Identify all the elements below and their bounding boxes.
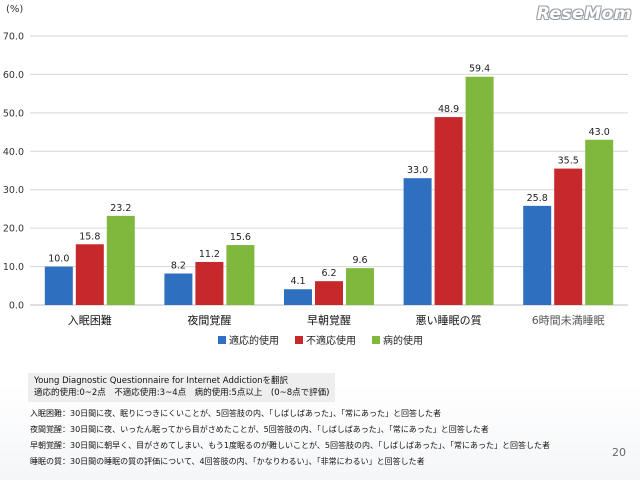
definition-night-waking: 夜間覚醒：30日間に夜、いったん眠ってから目がさめたことが、5回答肢の内、「しば… <box>30 425 489 434</box>
data-label: 25.8 <box>527 193 548 204</box>
bar-2 <box>75 244 104 305</box>
bar-1 <box>164 273 193 305</box>
data-label: 15.8 <box>79 231 100 242</box>
data-label: 9.6 <box>352 255 367 266</box>
bar-3 <box>346 268 374 305</box>
data-label: 23.2 <box>110 203 131 214</box>
data-label: 59.4 <box>469 64 490 75</box>
definition-early-waking: 早朝覚醒：30日間に朝早く、目がさめてしまい、もう1度眠るのが難しいことが、5回… <box>30 441 550 450</box>
category-label: 悪い睡眠の質 <box>416 313 482 327</box>
legend-label-1: 適応的使用 <box>229 334 279 347</box>
definition-sleep-onset: 入眠困難：30日間に夜、眠りにつきにくいことが、5回答肢の内、「しばしばあった」… <box>30 409 441 418</box>
legend-label-3: 病的使用 <box>383 334 423 347</box>
legend-swatch-1 <box>218 336 226 344</box>
data-label: 43.0 <box>589 127 610 138</box>
bar-1 <box>44 266 73 305</box>
data-label: 8.2 <box>171 260 186 271</box>
y-tick-label: 70.0 <box>3 32 24 43</box>
bar-3 <box>585 139 614 305</box>
y-tick-label: 60.0 <box>3 70 24 81</box>
data-label: 15.6 <box>230 232 251 243</box>
category-label: 入眠困難 <box>68 314 112 327</box>
data-label: 11.2 <box>199 249 220 260</box>
y-axis-unit-label: (%) <box>6 4 23 15</box>
data-label: 4.1 <box>290 276 305 287</box>
grouped-bar-chart: (%) 0.0 10.0 20.0 30.0 40.0 50.0 60.0 70.0 10.0 15… <box>3 4 628 347</box>
y-tick-label: 0.0 <box>9 301 24 312</box>
bar-2 <box>554 168 583 305</box>
bar-3 <box>226 245 255 305</box>
resemom-watermark: ReseMom <box>536 4 632 24</box>
bar-3 <box>106 215 135 305</box>
category-label: 早朝覚醒 <box>307 314 351 327</box>
bar-3 <box>465 76 494 305</box>
data-label: 6.2 <box>321 268 336 279</box>
category-label: 夜間覚醒 <box>187 313 231 327</box>
data-label: 33.0 <box>407 165 428 176</box>
data-label: 48.9 <box>438 104 459 115</box>
y-tick-label: 20.0 <box>3 224 24 235</box>
legend-swatch-3 <box>372 336 380 344</box>
definition-sleep-quality: 睡眠の質：30日間の睡眠の質の評価について、4回答肢の内、「かなりわるい」、「非… <box>30 457 425 466</box>
y-tick-label: 30.0 <box>3 185 24 196</box>
data-label: 35.5 <box>558 156 579 167</box>
y-tick-label: 40.0 <box>3 147 24 158</box>
questionnaire-note-box: Young Diagnostic Questionnaire for Inter… <box>28 373 336 402</box>
bar-1 <box>284 289 312 305</box>
bar-2 <box>434 117 463 305</box>
y-tick-label: 10.0 <box>3 262 24 273</box>
bar-2 <box>315 281 343 305</box>
bar-1 <box>523 205 552 305</box>
bar-2 <box>195 261 224 305</box>
page-number: 20 <box>612 446 626 459</box>
legend-label-2: 不適応使用 <box>306 334 356 347</box>
scoring-criteria: 適応的使用:0~2点 不適応使用:3~4点 病的使用:5点以上 (0~8点で評価… <box>34 388 330 398</box>
questionnaire-title: Young Diagnostic Questionnaire for Inter… <box>34 376 289 386</box>
category-label: 6時間未満睡眠 <box>532 314 605 327</box>
data-label: 10.0 <box>48 254 69 265</box>
notes-section: Young Diagnostic Questionnaire for Inter… <box>28 373 588 470</box>
y-tick-label: 50.0 <box>3 108 24 119</box>
bar-1 <box>403 178 432 305</box>
legend-swatch-2 <box>295 336 303 344</box>
